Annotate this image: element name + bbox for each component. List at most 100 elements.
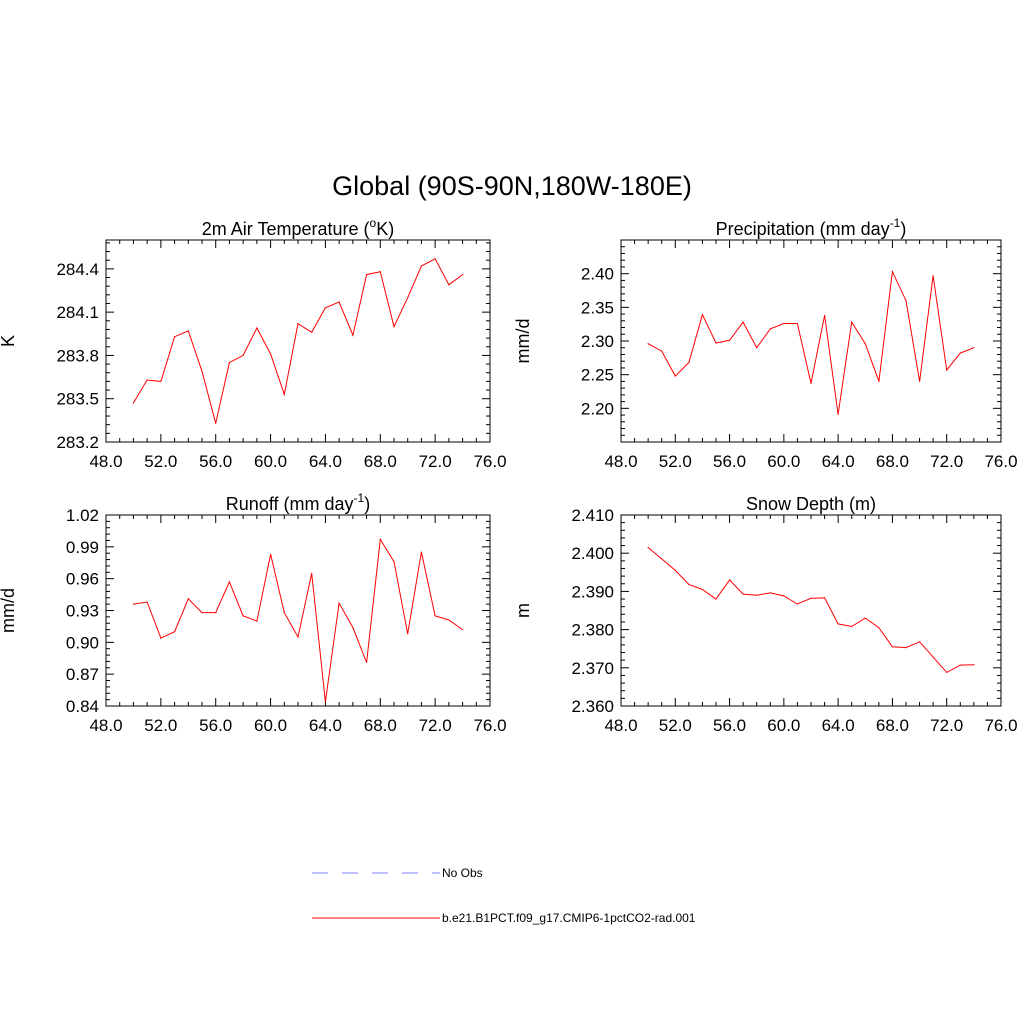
figure-title: Global (90S-90N,180W-180E) (332, 171, 692, 201)
air-temperature-data-point (297, 323, 299, 325)
panel-snow-depth: 48.0 52.0 56.0 60.0 64.0 68.0 72.0 76.0 2.360 2.3… (513, 494, 1018, 735)
runoff-plot-frame (105, 514, 491, 707)
precipitation-data-point (742, 321, 744, 323)
precipitation-data-point (824, 314, 826, 316)
runoff-data-point (324, 701, 326, 703)
runoff-data-point (352, 626, 354, 629)
runoff-data-point (448, 619, 450, 621)
air-temperature-x-tick-label: 64.0 (309, 452, 342, 471)
air-temperature-x-tick-label: 52.0 (144, 452, 177, 471)
air-temperature-data-point (434, 258, 436, 260)
precipitation-x-tick-label: 60.0 (767, 452, 800, 471)
snow-depth-panel-title: Snow Depth (m) (746, 494, 876, 514)
runoff-data-point (242, 615, 244, 617)
snow-depth-data-point (851, 625, 853, 628)
snow-depth-y-tick-label: 2.410 (571, 506, 614, 525)
air-temperature-data-point (420, 265, 422, 267)
air-temperature-data-point (146, 379, 148, 381)
air-temperature-data-point (160, 380, 162, 382)
precipitation-data-point (878, 380, 880, 382)
air-temperature-y-tick-label: 283.8 (56, 346, 99, 365)
runoff-data-point (215, 612, 217, 614)
snow-depth-data-point (919, 641, 921, 643)
runoff-y-tick-label: 1.02 (66, 506, 99, 525)
air-temperature-x-tick-label: 56.0 (199, 452, 232, 471)
precipitation-x-tick-label: 56.0 (713, 452, 746, 471)
air-temperature-x-tick-label: 72.0 (419, 452, 452, 471)
snow-depth-data-point (661, 558, 663, 560)
snow-depth-x-tick-label: 48.0 (604, 716, 637, 735)
snow-depth-data-point (756, 594, 758, 596)
runoff-data-point (132, 603, 134, 605)
runoff-x-tick-label: 72.0 (419, 716, 452, 735)
precipitation-data-point (756, 347, 758, 349)
runoff-data-point (311, 572, 313, 575)
precipitation-data-point (647, 343, 649, 345)
air-temperature-panel-title-main: 2m Air Temperature ( (202, 219, 370, 239)
snow-depth-y-tick-label: 2.390 (571, 582, 614, 601)
precipitation-data-point (864, 343, 866, 345)
runoff-panel-title: Runoff (mm day-1) (226, 491, 370, 514)
precipitation-x-tick-label: 72.0 (930, 452, 963, 471)
air-temperature-panel-title-sup: o (370, 216, 377, 230)
precipitation-y-tick-label: 2.30 (581, 332, 614, 351)
air-temperature-data-point (215, 422, 217, 424)
air-temperature-data-point (462, 274, 464, 276)
runoff-data-point (297, 636, 299, 638)
legend-model-label: b.e21.B1PCT.f09_g17.CMIP6-1pctCO2-rad.00… (442, 911, 696, 925)
precipitation-data-point (959, 352, 961, 354)
air-temperature-plot-frame (105, 239, 491, 443)
runoff-panel-title-tail: ) (364, 494, 370, 514)
air-temperature-y-tick-label: 283.2 (56, 433, 99, 452)
snow-depth-plot-frame (620, 514, 1002, 707)
runoff-data-point (174, 631, 176, 633)
air-temperature-x-tick-label: 48.0 (89, 452, 122, 471)
runoff-data-point (366, 661, 368, 664)
precipitation-x-tick-label: 52.0 (659, 452, 692, 471)
snow-depth-x-tick-label: 68.0 (876, 716, 909, 735)
snow-depth-series-line (647, 547, 974, 674)
snow-depth-data-point (796, 603, 799, 605)
runoff-y-tick-label: 0.90 (66, 633, 99, 652)
precipitation-data-point (905, 300, 907, 302)
air-temperature-data-point (242, 354, 244, 356)
runoff-y-tick-label: 0.99 (66, 538, 99, 557)
runoff-data-point (146, 601, 148, 603)
runoff-y-tick-label: 0.87 (66, 665, 99, 684)
air-temperature-panel-title: 2m Air Temperature (oK) (202, 216, 394, 239)
snow-depth-data-point (701, 588, 704, 591)
snow-depth-y-tick-label: 2.370 (571, 659, 614, 678)
air-temperature-data-point (132, 402, 134, 404)
air-temperature-data-point (270, 353, 272, 355)
runoff-x-tick-label: 68.0 (364, 716, 397, 735)
panels: 48.0 52.0 56.0 60.0 64.0 68.0 72.0 76.0 283.2 283… (0, 216, 1018, 735)
air-temperature-data-point (448, 284, 450, 286)
snow-depth-x-tick-label: 56.0 (713, 716, 746, 735)
runoff-y-tick-label: 0.93 (66, 602, 99, 621)
air-temperature-data-point (256, 327, 258, 329)
air-temperature-y-tick-label: 284.1 (56, 303, 99, 322)
air-temperature-y-tick-label: 283.5 (56, 390, 99, 409)
runoff-data-point (393, 561, 395, 563)
air-temperature-data-point (187, 330, 189, 332)
air-temperature-data-point (201, 370, 203, 372)
precipitation-data-point (932, 275, 934, 277)
runoff-data-point (187, 598, 189, 600)
snow-depth-data-point (715, 598, 717, 600)
runoff-data-point (407, 633, 409, 635)
precipitation-y-tick-label: 2.40 (581, 265, 614, 284)
snow-depth-data-point (891, 646, 894, 648)
air-temperature-data-point (393, 326, 395, 328)
air-temperature-series-line (132, 258, 463, 424)
air-temperature-data-point (174, 336, 176, 338)
runoff-x-tick-label: 56.0 (199, 716, 232, 735)
runoff-x-tick-label: 76.0 (473, 716, 506, 735)
panel-air-temperature: 48.0 52.0 56.0 60.0 64.0 68.0 72.0 76.0 283.2 283… (0, 216, 507, 471)
legend: No Obs b.e21.B1PCT.f09_g17.CMIP6-1pctCO2… (312, 866, 696, 925)
precipitation-x-tick-label: 68.0 (876, 452, 909, 471)
precipitation-data-point (919, 380, 921, 382)
runoff-data-point (270, 553, 272, 555)
runoff-data-point (338, 602, 340, 604)
snow-depth-data-point (783, 595, 785, 597)
